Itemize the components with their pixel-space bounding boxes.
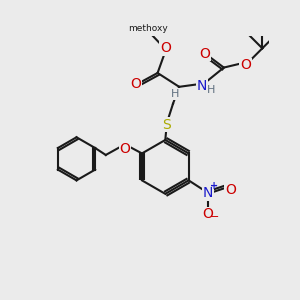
Text: O: O: [120, 142, 130, 156]
Text: O: O: [202, 207, 213, 221]
Text: O: O: [160, 41, 171, 55]
Text: S: S: [163, 118, 171, 131]
Text: −: −: [209, 212, 219, 222]
Text: methoxy: methoxy: [128, 24, 167, 33]
Text: O: O: [240, 58, 251, 72]
Text: N: N: [197, 79, 207, 93]
Text: O: O: [199, 47, 210, 61]
Text: N: N: [203, 186, 213, 200]
Text: O: O: [225, 183, 236, 196]
Text: H: H: [207, 85, 216, 95]
Text: H: H: [171, 89, 179, 99]
Text: +: +: [210, 181, 218, 191]
Text: O: O: [130, 77, 142, 91]
